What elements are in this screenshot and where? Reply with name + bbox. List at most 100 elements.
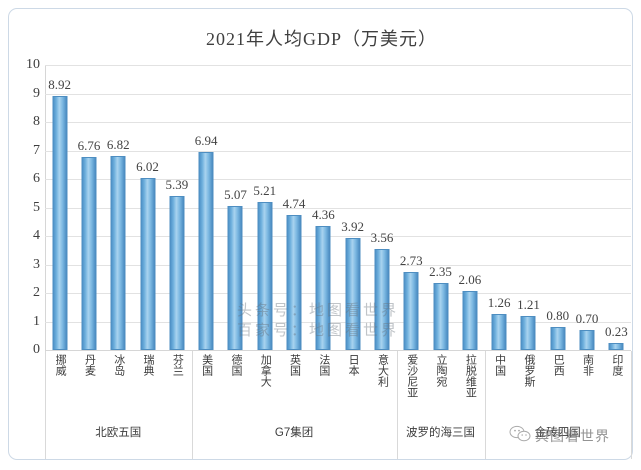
category-label-text: 爱沙尼亚 bbox=[405, 354, 418, 398]
bar-value-label: 1.26 bbox=[487, 295, 511, 311]
bar-value-label: 5.39 bbox=[165, 177, 189, 193]
bar-value-label: 0.23 bbox=[604, 324, 628, 340]
bar[interactable] bbox=[462, 291, 478, 350]
y-axis-tick-label: 1 bbox=[33, 313, 40, 329]
bar[interactable] bbox=[257, 201, 273, 350]
category-label-text: 日本 bbox=[347, 354, 360, 376]
x-axis-line bbox=[45, 350, 631, 351]
bar-slot: 2.06 bbox=[455, 65, 484, 350]
bar[interactable] bbox=[345, 238, 361, 350]
category-label-text: 冰岛 bbox=[112, 354, 125, 376]
gridline bbox=[45, 293, 631, 294]
x-axis-category-labels: 挪威 丹麦 冰岛 瑞典 芬兰 美国 德国 加拿大 英国 法国 日本 意大利 爱沙尼亚 立陶宛 拉脱维亚 中国俄… bbox=[45, 351, 631, 409]
category-label-text: 德国 bbox=[229, 354, 242, 376]
x-axis-category-label: 立陶宛 bbox=[426, 353, 455, 409]
bar[interactable] bbox=[140, 178, 156, 350]
plot-area: 8.92 6.76 6.82 6.02 5.39 6.94 5.07 5.21 4.74 4.36… bbox=[45, 65, 631, 351]
x-axis-category-label: 冰岛 bbox=[104, 353, 133, 409]
bar-slot: 0.80 bbox=[543, 65, 572, 350]
bar-slot: 1.26 bbox=[485, 65, 514, 350]
gridline bbox=[45, 236, 631, 237]
x-axis-category-label: 丹麦 bbox=[74, 353, 103, 409]
bar-slot: 0.23 bbox=[602, 65, 631, 350]
x-axis-category-label: 芬兰 bbox=[162, 353, 191, 409]
group-separator bbox=[484, 351, 486, 459]
category-label-text: 立陶宛 bbox=[435, 354, 448, 387]
bar[interactable] bbox=[286, 214, 302, 350]
category-label-text: 俄罗斯 bbox=[522, 354, 535, 387]
bar-slot: 5.07 bbox=[221, 65, 250, 350]
x-axis-category-label: 加拿大 bbox=[250, 353, 279, 409]
bar-value-label: 4.74 bbox=[282, 195, 306, 211]
bar[interactable] bbox=[169, 196, 185, 350]
y-axis-tick-label: 8 bbox=[33, 114, 40, 129]
category-label-text: 印度 bbox=[610, 354, 623, 376]
x-axis-category-label: 拉脱维亚 bbox=[455, 353, 484, 409]
bar-value-label: 6.02 bbox=[136, 159, 159, 175]
category-label-text: 丹麦 bbox=[83, 354, 96, 376]
bar[interactable] bbox=[110, 155, 126, 350]
bar-slot: 5.21 bbox=[250, 65, 279, 350]
y-axis-tick-label: 6 bbox=[33, 171, 40, 186]
category-label-text: 中国 bbox=[493, 354, 506, 376]
bar-value-label: 3.56 bbox=[370, 229, 394, 245]
y-axis-ticks: 0 1 2 3 4 5 6 7 8 9 10 bbox=[9, 57, 40, 357]
bar[interactable] bbox=[550, 327, 566, 350]
x-axis-category-label: 印度 bbox=[602, 353, 631, 409]
bar-value-label: 3.92 bbox=[341, 219, 365, 235]
bar[interactable] bbox=[520, 315, 536, 350]
bar-slot: 6.82 bbox=[104, 65, 133, 350]
bar-slot: 6.76 bbox=[74, 65, 103, 350]
group-label: G7集团 bbox=[274, 427, 314, 440]
category-label-text: 南非 bbox=[581, 354, 594, 376]
wechat-icon bbox=[509, 425, 531, 447]
gridline bbox=[45, 264, 631, 266]
y-axis-tick-label: 4 bbox=[33, 228, 40, 243]
x-axis-category-label: 英国 bbox=[279, 353, 308, 409]
gridline bbox=[45, 65, 631, 66]
gridline bbox=[45, 93, 631, 95]
bar[interactable] bbox=[491, 314, 507, 350]
bar-value-label: 2.35 bbox=[429, 264, 452, 280]
bar-value-label: 5.07 bbox=[224, 186, 247, 202]
bar[interactable] bbox=[315, 225, 331, 350]
x-axis-group-labels: 北欧五国 G7集团 波罗的海三国 金砖四国 bbox=[45, 409, 631, 459]
bar-value-label: 6.82 bbox=[106, 136, 130, 152]
bar[interactable] bbox=[433, 283, 449, 350]
y-axis-tick-label: 5 bbox=[33, 199, 40, 215]
bar[interactable] bbox=[579, 330, 595, 350]
x-axis-category-label: 法国 bbox=[309, 353, 338, 409]
y-axis-tick-label: 9 bbox=[33, 85, 40, 101]
bar[interactable] bbox=[52, 95, 68, 350]
bar-value-label: 5.21 bbox=[253, 182, 277, 198]
category-label-text: 英国 bbox=[288, 354, 301, 376]
bar-slot: 1.21 bbox=[514, 65, 543, 350]
bar-value-label: 8.92 bbox=[48, 76, 72, 92]
category-label-text: 拉脱维亚 bbox=[464, 354, 477, 398]
category-label-text: 美国 bbox=[200, 354, 213, 376]
bar[interactable] bbox=[403, 272, 419, 350]
bar[interactable] bbox=[227, 205, 243, 350]
bar-value-label: 1.21 bbox=[517, 296, 540, 312]
x-axis-category-label: 日本 bbox=[338, 353, 367, 409]
bar[interactable] bbox=[608, 343, 624, 350]
x-axis-category-label: 意大利 bbox=[367, 353, 396, 409]
bar-value-label: 6.76 bbox=[77, 138, 101, 154]
bar-slot: 8.92 bbox=[45, 65, 74, 350]
bar[interactable] bbox=[374, 248, 390, 350]
bar-slot: 5.39 bbox=[162, 65, 191, 350]
bar-slot: 6.02 bbox=[133, 65, 162, 350]
watermark-logo: 舆图看世界 bbox=[509, 425, 610, 447]
chart-frame: 2021年人均GDP（万美元） 0 1 2 3 4 5 6 7 8 9 10 8.92 6.76 6.8… bbox=[8, 8, 633, 460]
bar[interactable] bbox=[81, 157, 97, 350]
bar[interactable] bbox=[198, 152, 214, 350]
category-label-text: 瑞典 bbox=[142, 354, 155, 376]
bar-slot: 4.74 bbox=[279, 65, 308, 350]
group-separator bbox=[396, 351, 398, 459]
bar-value-label: 0.70 bbox=[575, 311, 599, 327]
bar-slot: 2.35 bbox=[426, 65, 455, 350]
gridline bbox=[45, 122, 631, 123]
bar-slot: 2.73 bbox=[397, 65, 426, 350]
gridline bbox=[45, 150, 631, 152]
